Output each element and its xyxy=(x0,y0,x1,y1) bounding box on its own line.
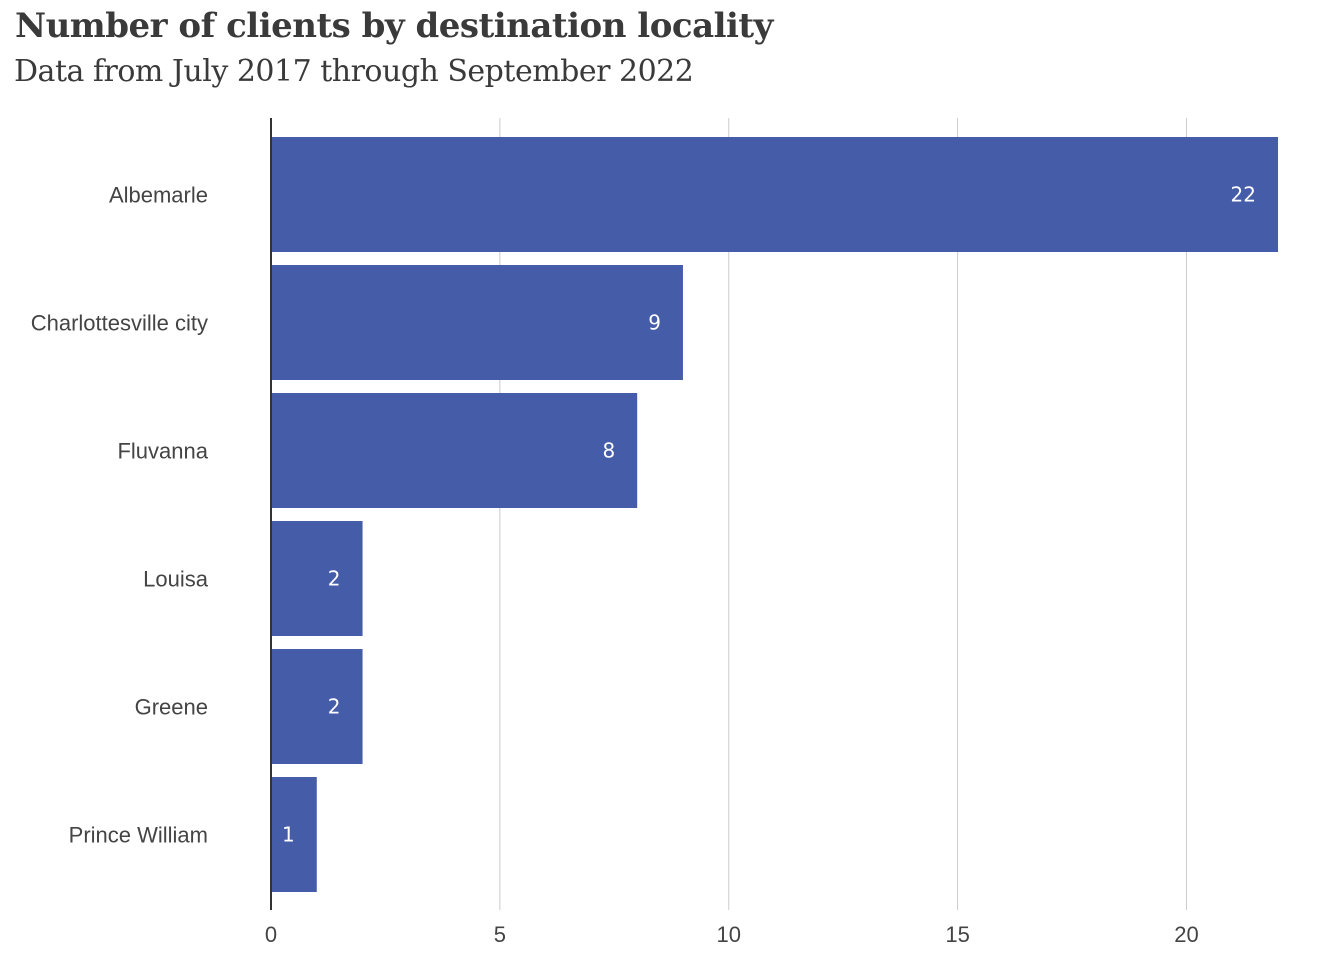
bar xyxy=(271,777,317,892)
bar xyxy=(271,137,1278,252)
chart-subtitle: Data from July 2017 through September 20… xyxy=(14,54,694,89)
x-tick-label: 20 xyxy=(1174,922,1198,947)
bar xyxy=(271,393,638,508)
data-label: 1 xyxy=(282,823,295,847)
category-label: Louisa xyxy=(143,567,209,592)
data-label: 9 xyxy=(648,311,661,335)
data-label: 8 xyxy=(602,439,615,463)
category-label: Fluvanna xyxy=(117,439,208,464)
data-label: 22 xyxy=(1231,183,1256,207)
x-tick-label: 5 xyxy=(494,922,506,947)
category-label: Prince William xyxy=(69,823,208,848)
category-label: Greene xyxy=(135,695,208,720)
bar xyxy=(271,521,363,636)
bar xyxy=(271,649,363,764)
bar xyxy=(271,265,683,380)
chart-title: Number of clients by destination localit… xyxy=(15,6,773,46)
x-tick-label: 0 xyxy=(265,922,277,947)
category-label: Charlottesville city xyxy=(31,311,208,336)
data-label: 2 xyxy=(328,567,341,591)
category-label: Albemarle xyxy=(109,183,208,208)
x-tick-label: 15 xyxy=(945,922,969,947)
data-label: 2 xyxy=(328,695,341,719)
bars xyxy=(271,137,1278,892)
x-tick-label: 10 xyxy=(716,922,740,947)
